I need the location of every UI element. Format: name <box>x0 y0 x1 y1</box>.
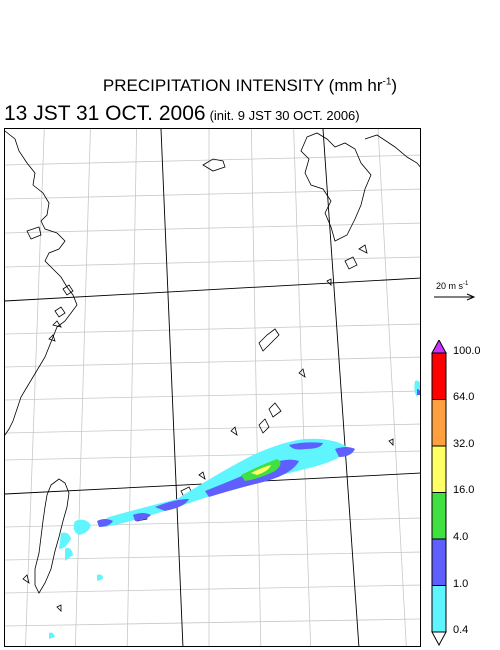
major-grid <box>5 129 420 646</box>
colorbar-segments <box>431 352 447 633</box>
map-canvas <box>5 129 420 646</box>
colorbar-segment <box>431 492 447 540</box>
colorbar-segment <box>431 445 447 493</box>
colorbar-label-32: 32.0 <box>453 438 475 450</box>
colorbar-over-triangle <box>431 340 447 354</box>
colorbar-label-0-4: 0.4 <box>453 624 469 636</box>
colorbar <box>431 340 447 646</box>
vector-reference-label: 20 m s-1 <box>436 281 469 291</box>
colorbar-label-64: 64.0 <box>453 391 475 403</box>
colorbar-label-4: 4.0 <box>453 531 469 543</box>
colorbar-segment <box>431 585 447 633</box>
init-time: (init. 9 JST 30 OCT. 2006) <box>209 108 360 123</box>
colorbar-label-1: 1.0 <box>453 578 469 590</box>
vector-reference-arrow <box>434 293 476 301</box>
precipitation-field <box>49 380 420 639</box>
valid-time: 13 JST 31 OCT. 2006 <box>4 102 206 125</box>
colorbar-under-triangle <box>431 631 447 646</box>
map-title: PRECIPITATION INTENSITY (mm hr-1) <box>102 76 398 95</box>
colorbar-label-100: 100.0 <box>453 345 481 357</box>
colorbar-segment <box>431 538 447 586</box>
colorbar-segment <box>431 399 447 447</box>
map-subtitle: 13 JST 31 OCT. 2006 (init. 9 JST 30 OCT. … <box>4 102 360 126</box>
colorbar-segment <box>431 352 447 400</box>
precipitation-map <box>4 128 421 647</box>
colorbar-label-16: 16.0 <box>453 484 475 496</box>
fine-grid <box>5 129 420 646</box>
